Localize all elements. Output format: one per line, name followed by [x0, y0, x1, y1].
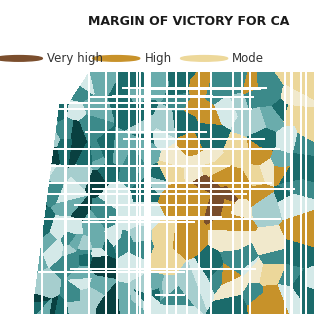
Circle shape — [181, 56, 228, 61]
Text: MARGIN OF VICTORY FOR CA: MARGIN OF VICTORY FOR CA — [88, 15, 289, 28]
Text: Mode: Mode — [232, 52, 264, 65]
Text: Very high: Very high — [47, 52, 103, 65]
Circle shape — [0, 56, 42, 61]
Circle shape — [93, 56, 140, 61]
Text: High: High — [144, 52, 171, 65]
